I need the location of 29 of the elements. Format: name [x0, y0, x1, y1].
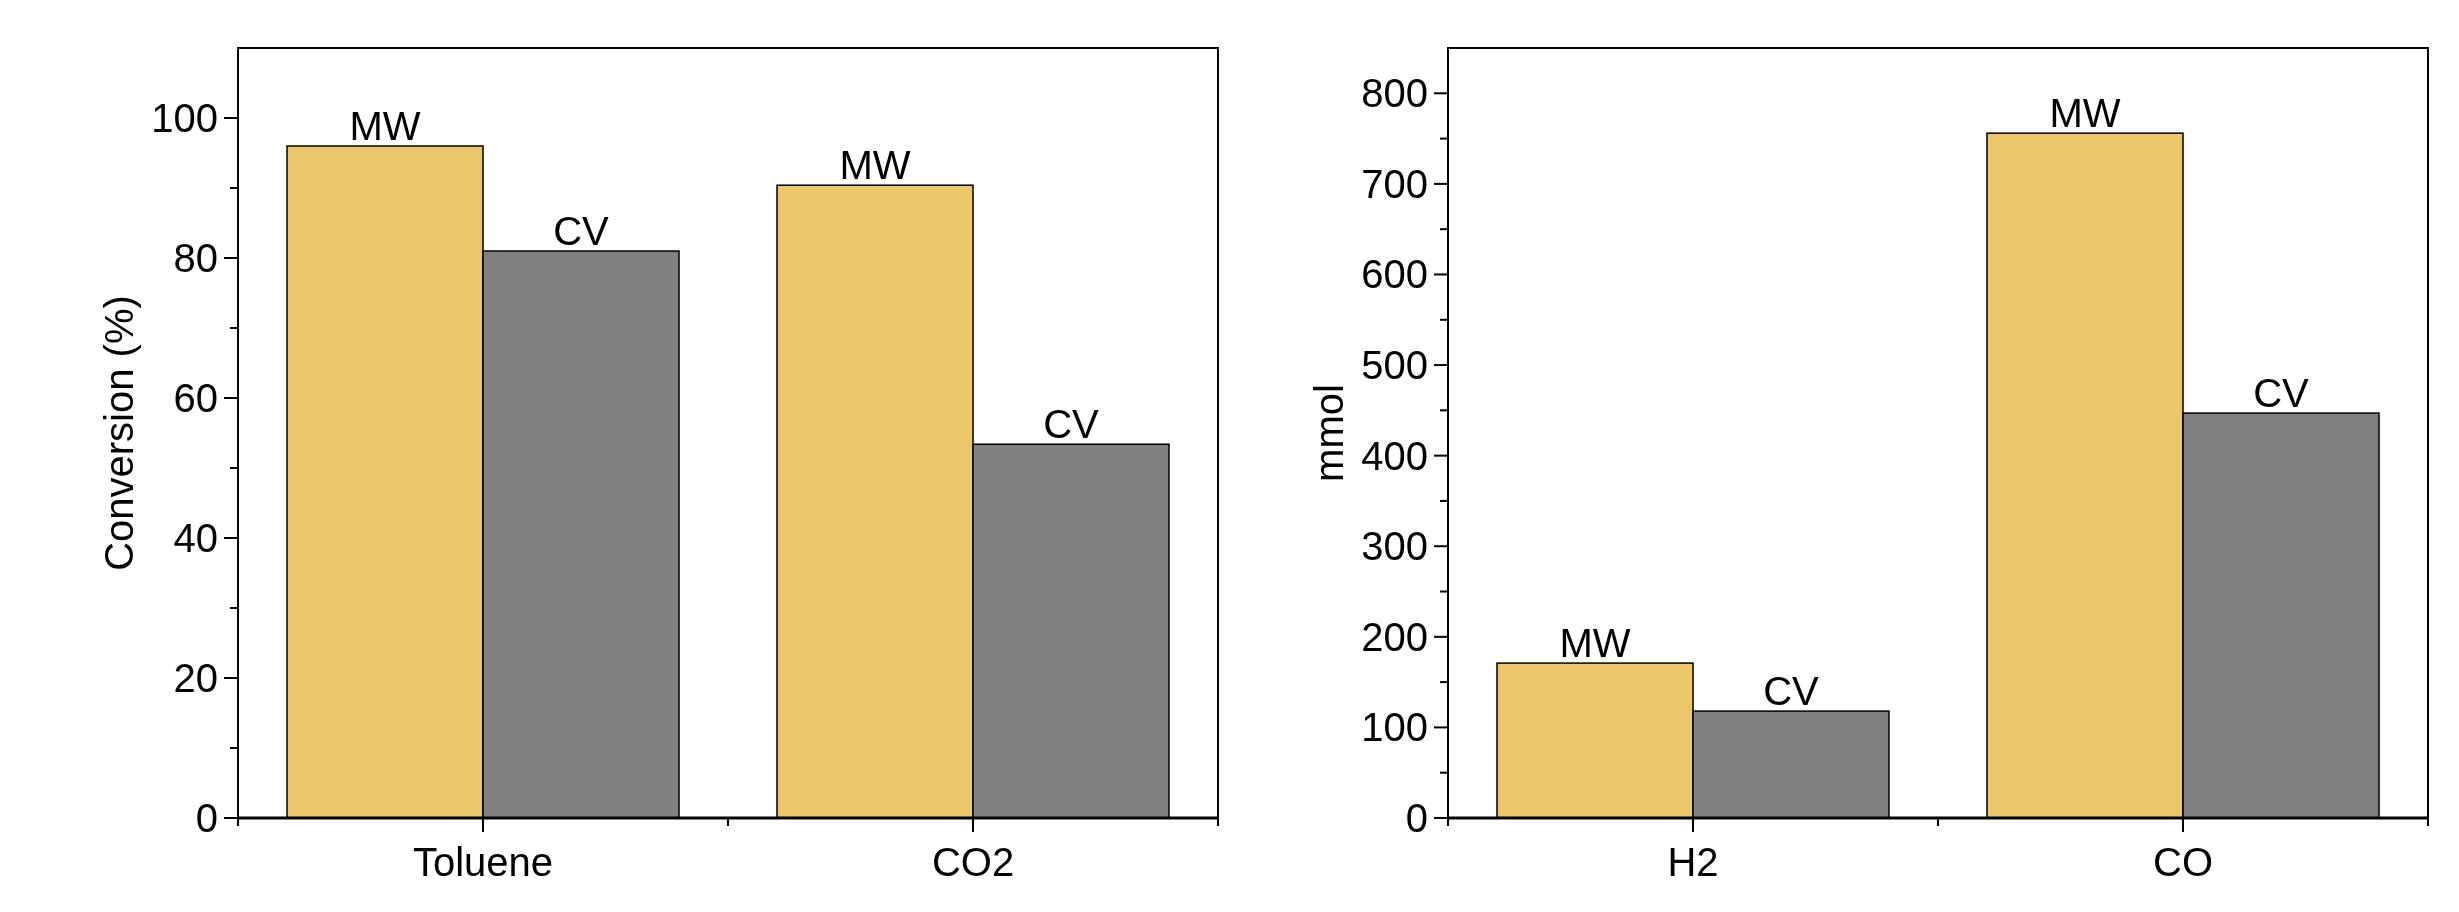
y-tick-label: 100: [151, 96, 218, 140]
text: CV: [1043, 402, 1099, 447]
y-tick-label: 40: [173, 516, 218, 560]
y-tick-label: 700: [1361, 161, 1428, 206]
y-axis-title: mmol: [1307, 384, 1351, 482]
x-tick-label: Toluene: [412, 840, 554, 884]
y-tick-label: 600: [1361, 252, 1428, 297]
y-tick-label: 100: [1361, 705, 1428, 750]
y-tick-label: 80: [173, 236, 218, 280]
series-label: MW: [349, 104, 421, 148]
x-tick-label: H2: [1667, 840, 1719, 884]
text: MW: [839, 143, 911, 188]
series-label: CV: [1763, 669, 1820, 714]
y-tick-label: 800: [1361, 71, 1428, 116]
y-tick-label: 0: [1405, 796, 1428, 840]
series-label: CV: [553, 209, 610, 253]
y-tick-label: 200: [1361, 614, 1428, 659]
y-tick-label: 500: [1361, 343, 1428, 388]
y-tick-label: 60: [173, 376, 218, 420]
series-label: MW: [1559, 621, 1631, 666]
y-tick-label: 400: [1361, 433, 1428, 478]
x-tick-label: CO: [2153, 840, 2213, 884]
y-tick-label: 300: [1361, 524, 1428, 569]
x-tick-label: CO2: [931, 840, 1015, 884]
text: CV: [2253, 371, 2309, 416]
y-axis-title: Conversion (%): [97, 295, 141, 571]
text: MW: [2049, 91, 2121, 136]
y-tick-label: 20: [173, 656, 218, 700]
y-tick-label: 0: [195, 796, 218, 840]
